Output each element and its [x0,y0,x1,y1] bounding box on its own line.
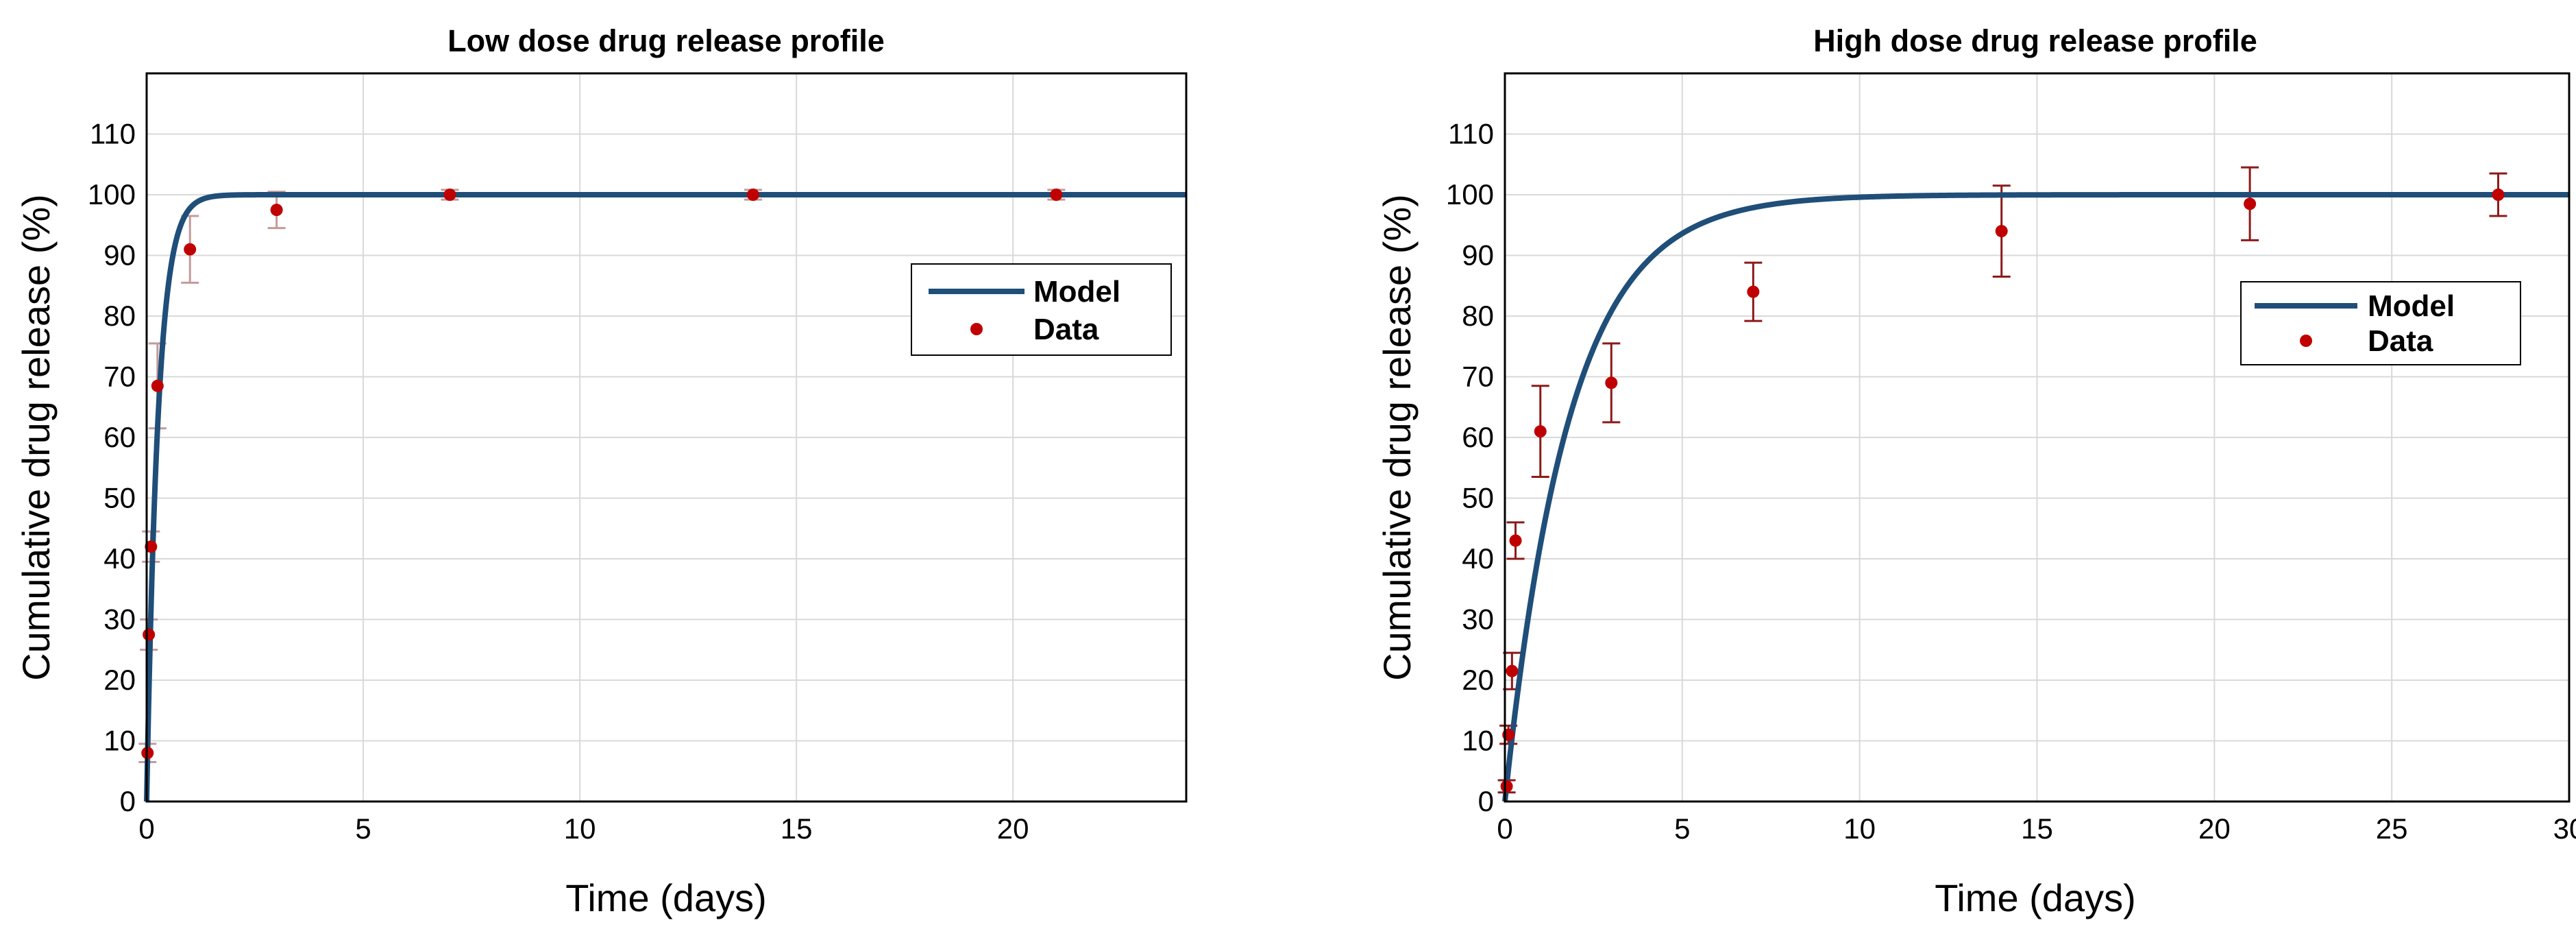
data-point [1050,189,1063,201]
legend: Model Data [911,263,1172,356]
model-line [1502,192,2569,802]
legend-data-label: Data [1033,313,1099,346]
data-point [270,204,283,217]
y-tick-label: 40 [103,542,136,575]
y-tick-labels: 0 10 20 30 40 50 60 70 80 90 100 110 [88,118,136,818]
model-line [144,192,1186,802]
x-tick-labels: 0 5 10 15 20 25 30 [1497,812,2576,845]
data-point [184,243,197,256]
data-point [746,189,759,201]
y-tick-label: 110 [90,118,136,150]
y-tick-label: 30 [1462,603,1494,636]
y-tick-label: 90 [1462,239,1494,272]
x-axis-label: Time (days) [1935,876,2136,919]
data-point [145,540,158,553]
legend: Model Data [2240,281,2521,365]
x-tick-label: 5 [355,812,371,845]
y-tick-label: 40 [1462,542,1494,575]
y-tick-label: 10 [1462,725,1494,757]
x-tick-label: 20 [997,812,1029,845]
data-points [1500,189,2505,793]
chart-title: Low dose drug release profile [447,23,885,58]
x-tick-label: 0 [138,812,154,845]
y-tick-label: 70 [1462,361,1494,393]
y-tick-label: 10 [103,725,136,757]
x-tick-label: 25 [2376,812,2408,845]
y-tick-label: 100 [88,178,136,210]
x-tick-label: 5 [1674,812,1690,845]
y-tick-label: 110 [1448,118,1494,150]
legend-data-marker [970,323,983,335]
data-point [143,628,156,641]
x-tick-label: 0 [1497,812,1512,845]
data-point [2244,197,2257,210]
legend-data-marker [2300,335,2312,347]
x-tick-label: 30 [2553,812,2576,845]
y-tick-label: 30 [103,603,136,636]
y-tick-label: 80 [103,300,136,332]
legend-model-label: Model [1033,275,1120,309]
y-tick-labels: 0 10 20 30 40 50 60 70 80 90 100 110 [1446,118,1494,818]
data-point [1509,534,1522,547]
x-tick-label: 15 [2021,812,2053,845]
data-point [1605,376,1618,389]
y-tick-label: 80 [1462,300,1494,332]
data-point [1995,225,2008,238]
data-point [2492,189,2505,201]
legend-model-label: Model [2368,289,2455,323]
data-point [1534,425,1547,438]
axes-frame [145,72,1188,803]
y-tick-label: 50 [1462,482,1494,514]
x-tick-label: 10 [1843,812,1876,845]
y-tick-label: 0 [120,785,136,817]
y-tick-label: 90 [103,239,136,272]
data-point [1506,664,1519,677]
chart-title: High dose drug release profile [1813,23,2257,58]
x-tick-label: 20 [2198,812,2231,845]
x-tick-label: 10 [564,812,596,845]
legend-box [2240,281,2521,365]
y-tick-label: 60 [1462,421,1494,453]
data-point [443,189,456,201]
low-dose-chart: Low dose drug release profile 0 10 20 30 40 5… [14,23,1188,919]
data-point [151,379,164,392]
y-axis-label: Cumulative drug release (%) [14,194,58,681]
y-tick-label: 0 [1478,785,1494,817]
legend-box [911,263,1172,356]
x-tick-label: 15 [781,812,813,845]
legend-data-label: Data [2368,324,2433,358]
data-point [1747,285,1760,298]
y-tick-label: 70 [103,361,136,393]
axes-frame [1504,72,2571,803]
y-tick-label: 100 [1446,178,1494,210]
x-tick-labels: 0 5 10 15 20 [138,812,1029,845]
data-points [141,189,1063,760]
y-tick-label: 60 [103,421,136,453]
data-point [1500,780,1513,793]
high-dose-chart: High dose drug release profile 0 10 20 30 40… [1375,23,2576,919]
y-tick-label: 20 [1462,664,1494,696]
y-axis-label: Cumulative drug release (%) [1375,194,1419,681]
x-axis-label: Time (days) [565,876,767,919]
y-tick-label: 20 [103,664,136,696]
y-tick-label: 50 [103,482,136,514]
